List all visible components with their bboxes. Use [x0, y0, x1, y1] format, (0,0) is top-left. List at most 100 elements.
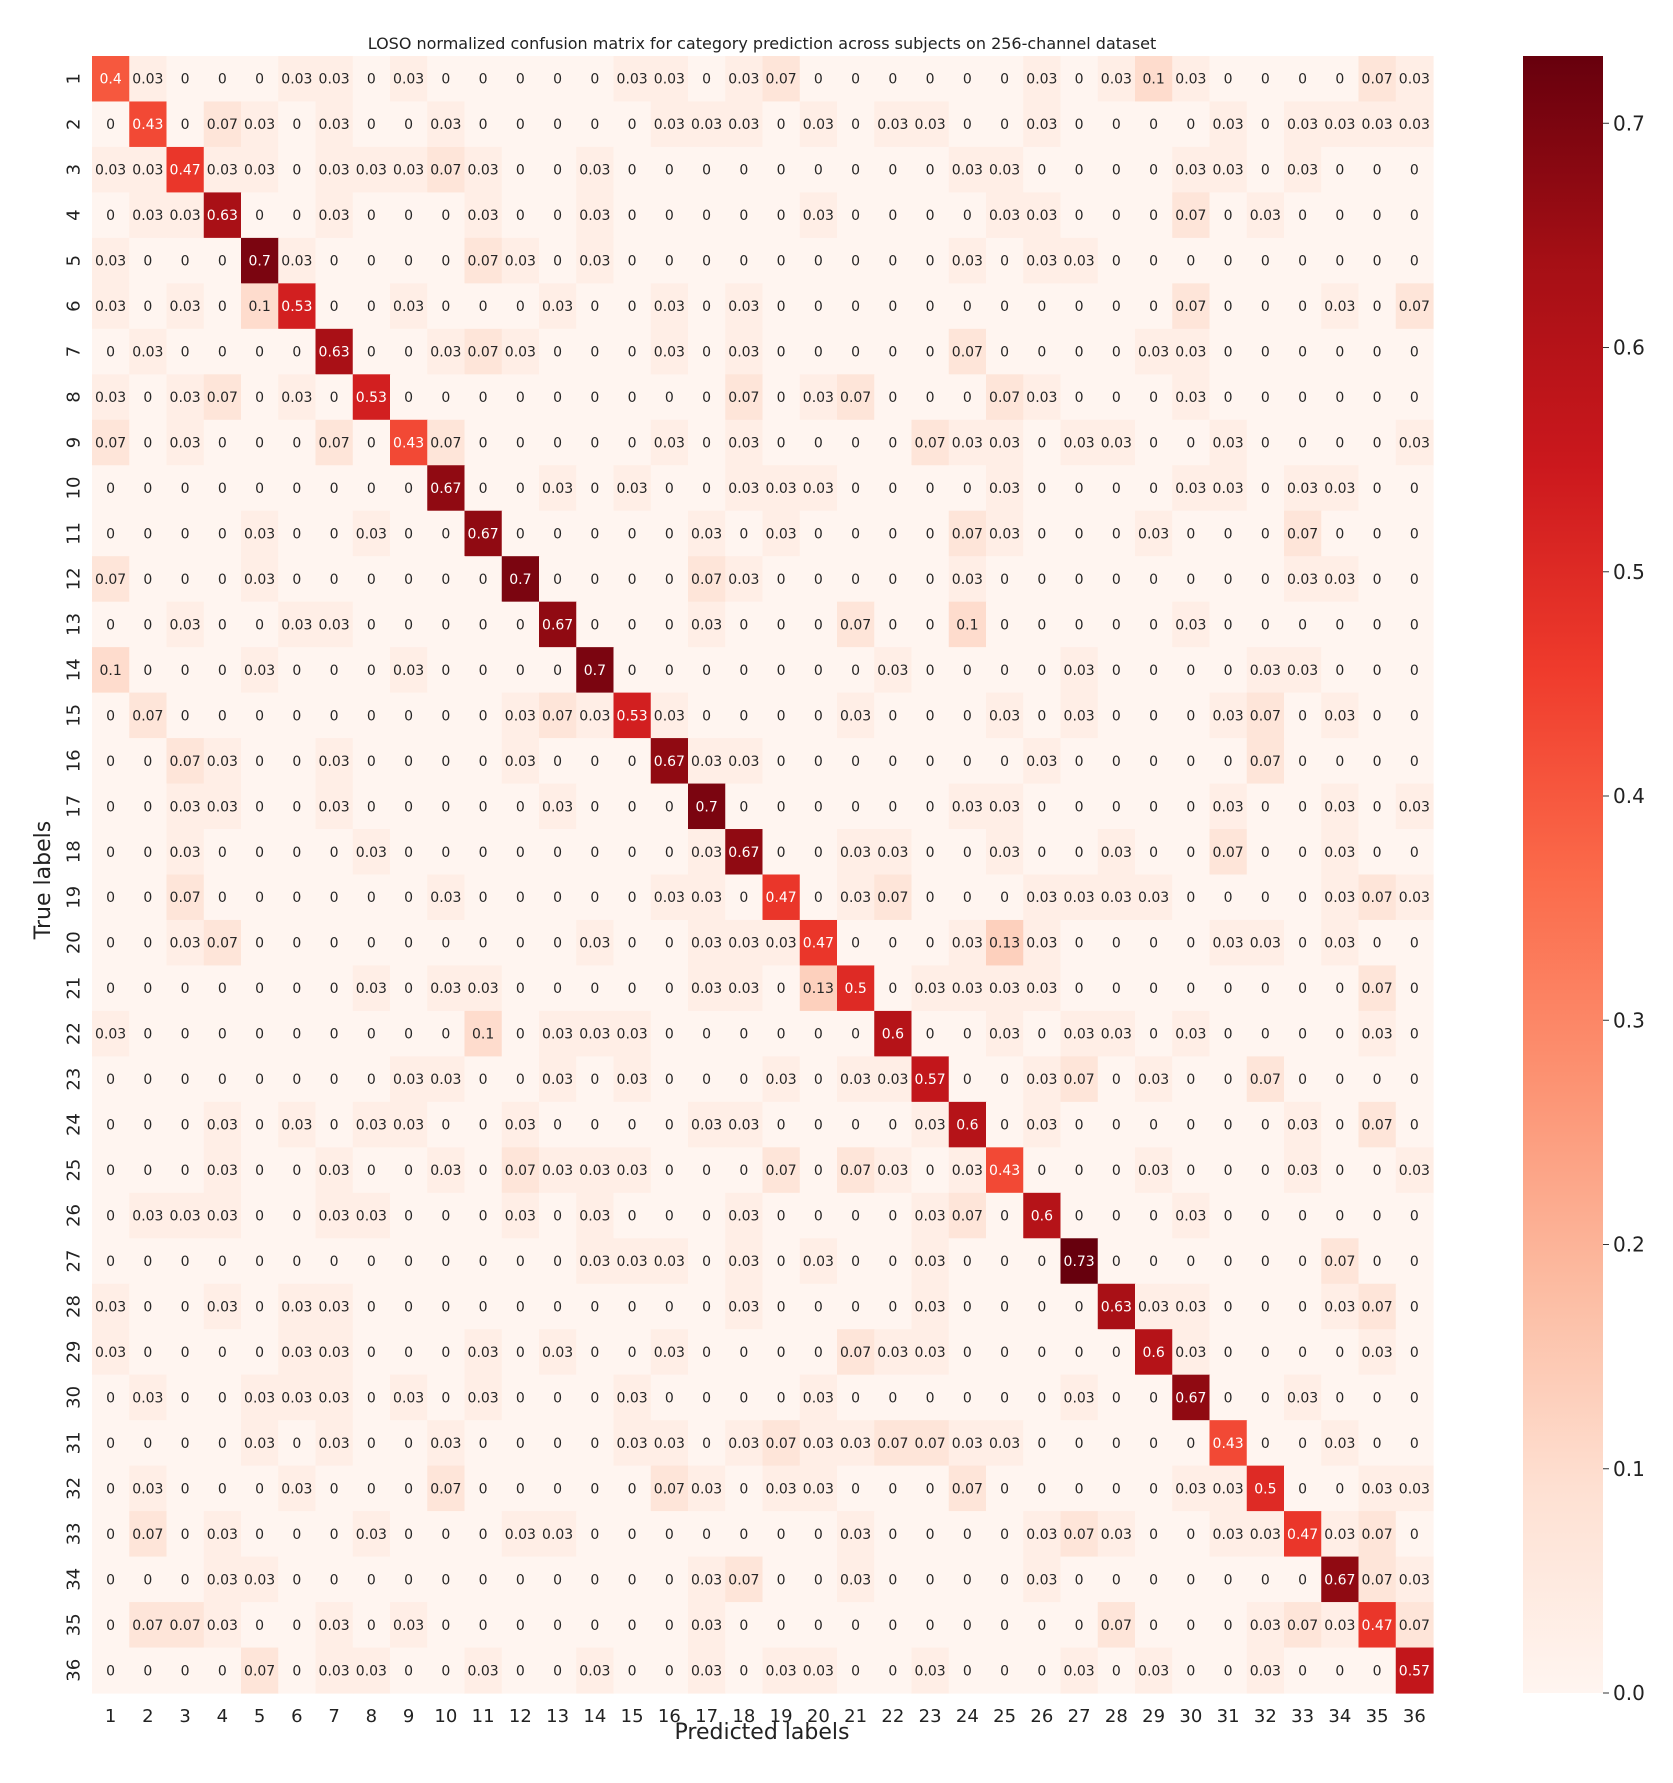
- heatmap-cell: [576, 146, 615, 194]
- heatmap-cell: [203, 328, 242, 375]
- cell-value-label: 0.03: [170, 1209, 201, 1225]
- heatmap-cell: [501, 101, 540, 148]
- heatmap-cell: [166, 419, 205, 466]
- cell-value-label: 0: [1298, 390, 1307, 406]
- heatmap-cell: [650, 510, 689, 557]
- cell-value-label: 0: [628, 1572, 637, 1588]
- cell-value-label: 0: [1373, 572, 1382, 588]
- heatmap-cell: [278, 101, 317, 148]
- heatmap-cell: [1060, 101, 1099, 148]
- heatmap-cell: [1321, 192, 1360, 239]
- heatmap-cell: [241, 647, 279, 694]
- heatmap-cell: [203, 647, 242, 694]
- cell-value-label: 0: [628, 663, 637, 679]
- heatmap-cell: [1358, 647, 1397, 694]
- cell-value-label: 0.03: [244, 572, 275, 588]
- y-tick-label: 20: [63, 931, 84, 954]
- cell-value-label: 0: [628, 1481, 637, 1497]
- colorbar-tick-label: 0.0: [1613, 1681, 1645, 1705]
- x-tick-label: 7: [328, 1706, 339, 1727]
- cell-value-label: 0.03: [691, 754, 722, 770]
- cell-value-label: 0: [218, 526, 227, 542]
- heatmap-cell: [166, 647, 205, 694]
- cell-value-label: 0: [181, 1436, 190, 1452]
- cell-value-label: 0.03: [1138, 345, 1169, 361]
- cell-value-label: 0: [590, 299, 599, 315]
- x-tick-label: 27: [1068, 1706, 1091, 1727]
- cell-value-label: 0: [1298, 1209, 1307, 1225]
- cell-value-label: 0: [1149, 663, 1158, 679]
- cell-value-label: 0: [553, 1436, 562, 1452]
- heatmap-cell: [129, 556, 168, 603]
- cell-value-label: 0.03: [728, 1299, 759, 1315]
- cell-value-label: 0: [181, 708, 190, 724]
- cell-value-label: 0: [1373, 1390, 1382, 1406]
- heatmap-cell: [278, 419, 317, 466]
- cell-value-label: 0: [777, 299, 786, 315]
- cell-value-label: 0: [218, 72, 227, 88]
- heatmap-cell: [576, 692, 615, 739]
- cell-value-label: 0: [553, 208, 562, 224]
- cell-value-label: 0: [1261, 436, 1270, 452]
- cell-value-label: 0.07: [430, 163, 461, 179]
- cell-value-label: 0: [181, 1527, 190, 1543]
- cell-value-label: 0.03: [95, 1027, 126, 1043]
- heatmap-cell: [650, 692, 689, 739]
- cell-value-label: 0: [739, 1663, 748, 1679]
- cell-value-label: 0.03: [1064, 890, 1095, 906]
- heatmap-cell: [1135, 556, 1173, 603]
- cell-value-label: 0.03: [728, 345, 759, 361]
- cell-value-label: 0: [1298, 299, 1307, 315]
- cell-value-label: 0: [851, 1254, 860, 1270]
- cell-value-label: 0: [516, 936, 525, 952]
- heatmap-cell: [576, 192, 615, 239]
- heatmap-cell: [762, 556, 801, 603]
- x-tick-label: 11: [472, 1706, 495, 1727]
- cell-value-label: 0: [1373, 799, 1382, 815]
- cell-value-label: 0: [1000, 1618, 1009, 1634]
- cell-value-label: 0: [255, 981, 264, 997]
- cell-value-label: 0.03: [728, 936, 759, 952]
- heatmap-cell: [315, 419, 354, 466]
- cell-value-label: 0: [1037, 572, 1046, 588]
- cell-value-label: 0: [963, 1390, 972, 1406]
- cell-value-label: 0: [1112, 163, 1121, 179]
- heatmap-cell: [1246, 192, 1285, 239]
- cell-value-label: 0.07: [915, 436, 946, 452]
- cell-value-label: 0: [1186, 799, 1195, 815]
- heatmap-cell: [278, 692, 317, 739]
- heatmap-cell: [1135, 419, 1173, 466]
- cell-value-label: 0.03: [728, 117, 759, 133]
- cell-value-label: 0: [1335, 1345, 1344, 1361]
- cell-value-label: 0: [516, 890, 525, 906]
- cell-value-label: 0: [1149, 1572, 1158, 1588]
- heatmap-cell: [837, 465, 875, 512]
- cell-value-label: 0.03: [1324, 1527, 1355, 1543]
- heatmap-cell: [1284, 237, 1322, 284]
- heatmap-cell: [911, 56, 950, 103]
- heatmap-cell: [1172, 510, 1211, 557]
- cell-value-label: 0: [1000, 1072, 1009, 1088]
- heatmap-cell: [725, 101, 764, 148]
- cell-value-label: 0: [777, 708, 786, 724]
- cell-value-label: 0: [1224, 72, 1233, 88]
- cell-value-label: 0: [888, 617, 897, 633]
- heatmap-cell: [688, 101, 726, 148]
- y-tick-label: 16: [63, 749, 84, 772]
- cell-value-label: 0.03: [803, 117, 834, 133]
- cell-value-label: 0: [143, 1572, 152, 1588]
- heatmap-cell: [1060, 146, 1099, 194]
- cell-value-label: 0: [106, 890, 115, 906]
- heatmap-cell: [1209, 192, 1248, 239]
- cell-value-label: 0: [516, 299, 525, 315]
- heatmap-cell: [1358, 510, 1397, 557]
- heatmap-cell: [874, 419, 913, 466]
- cell-value-label: 0: [553, 1118, 562, 1134]
- cell-value-label: 0: [814, 663, 823, 679]
- cell-value-label: 0.03: [95, 299, 126, 315]
- cell-value-label: 0: [143, 663, 152, 679]
- cell-value-label: 0: [367, 1254, 376, 1270]
- heatmap-cell: [390, 601, 428, 648]
- cell-value-label: 0: [292, 1072, 301, 1088]
- cell-value-label: 0: [628, 890, 637, 906]
